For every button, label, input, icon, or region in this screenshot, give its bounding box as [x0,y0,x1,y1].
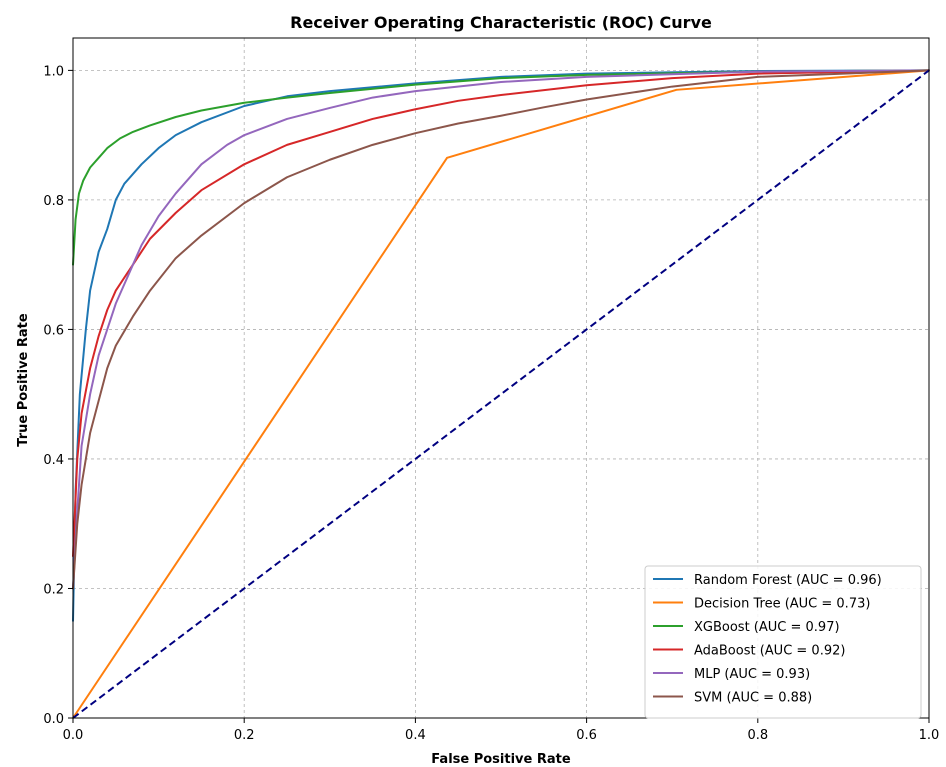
y-tick-label: 0.0 [43,712,64,727]
curves [72,69,930,719]
legend-entry-label: SVM (AUC = 0.88) [694,691,812,706]
x-axis-label: False Positive Rate [431,752,571,767]
y-tick-label: 1.0 [43,64,64,79]
y-tick-label: 0.8 [43,194,64,209]
legend-entry-label: MLP (AUC = 0.93) [694,667,810,682]
x-tick-label: 0.6 [576,728,597,743]
chart-title: Receiver Operating Characteristic (ROC) … [290,13,712,32]
legend: Random Forest (AUC = 0.96) Decision Tree … [644,565,922,719]
x-tick-label: 0.4 [405,728,426,743]
x-tick-label: 0.8 [747,728,768,743]
series-line-xgboost [72,69,930,266]
legend-entry-label: Decision Tree (AUC = 0.73) [694,597,870,612]
random-baseline-line [72,69,930,719]
x-tick-label: 0.2 [234,728,255,743]
plot-frame [72,37,930,719]
ticks: 0.0 0.2 0.4 0.6 0.8 1.0 0.0 0.2 0.4 0.6 0.8 1.0 [43,64,939,743]
series-line-random-forest [72,69,930,622]
legend-entry-label: Random Forest (AUC = 0.96) [694,573,882,588]
x-tick-label: 1.0 [919,728,940,743]
y-tick-label: 0.6 [43,323,64,338]
y-tick-label: 0.2 [43,582,64,597]
y-axis-label: True Positive Rate [16,313,31,447]
legend-box [644,565,922,719]
x-tick-label: 0.0 [63,728,84,743]
legend-entry-label: AdaBoost (AUC = 0.92) [694,644,845,659]
series-line-decision-tree [72,69,930,719]
series-line-adaboost [72,69,930,558]
legend-entry-label: XGBoost (AUC = 0.97) [694,620,840,635]
series-line-svm [72,69,930,590]
y-tick-label: 0.4 [43,453,64,468]
series-line-mlp [72,69,930,590]
